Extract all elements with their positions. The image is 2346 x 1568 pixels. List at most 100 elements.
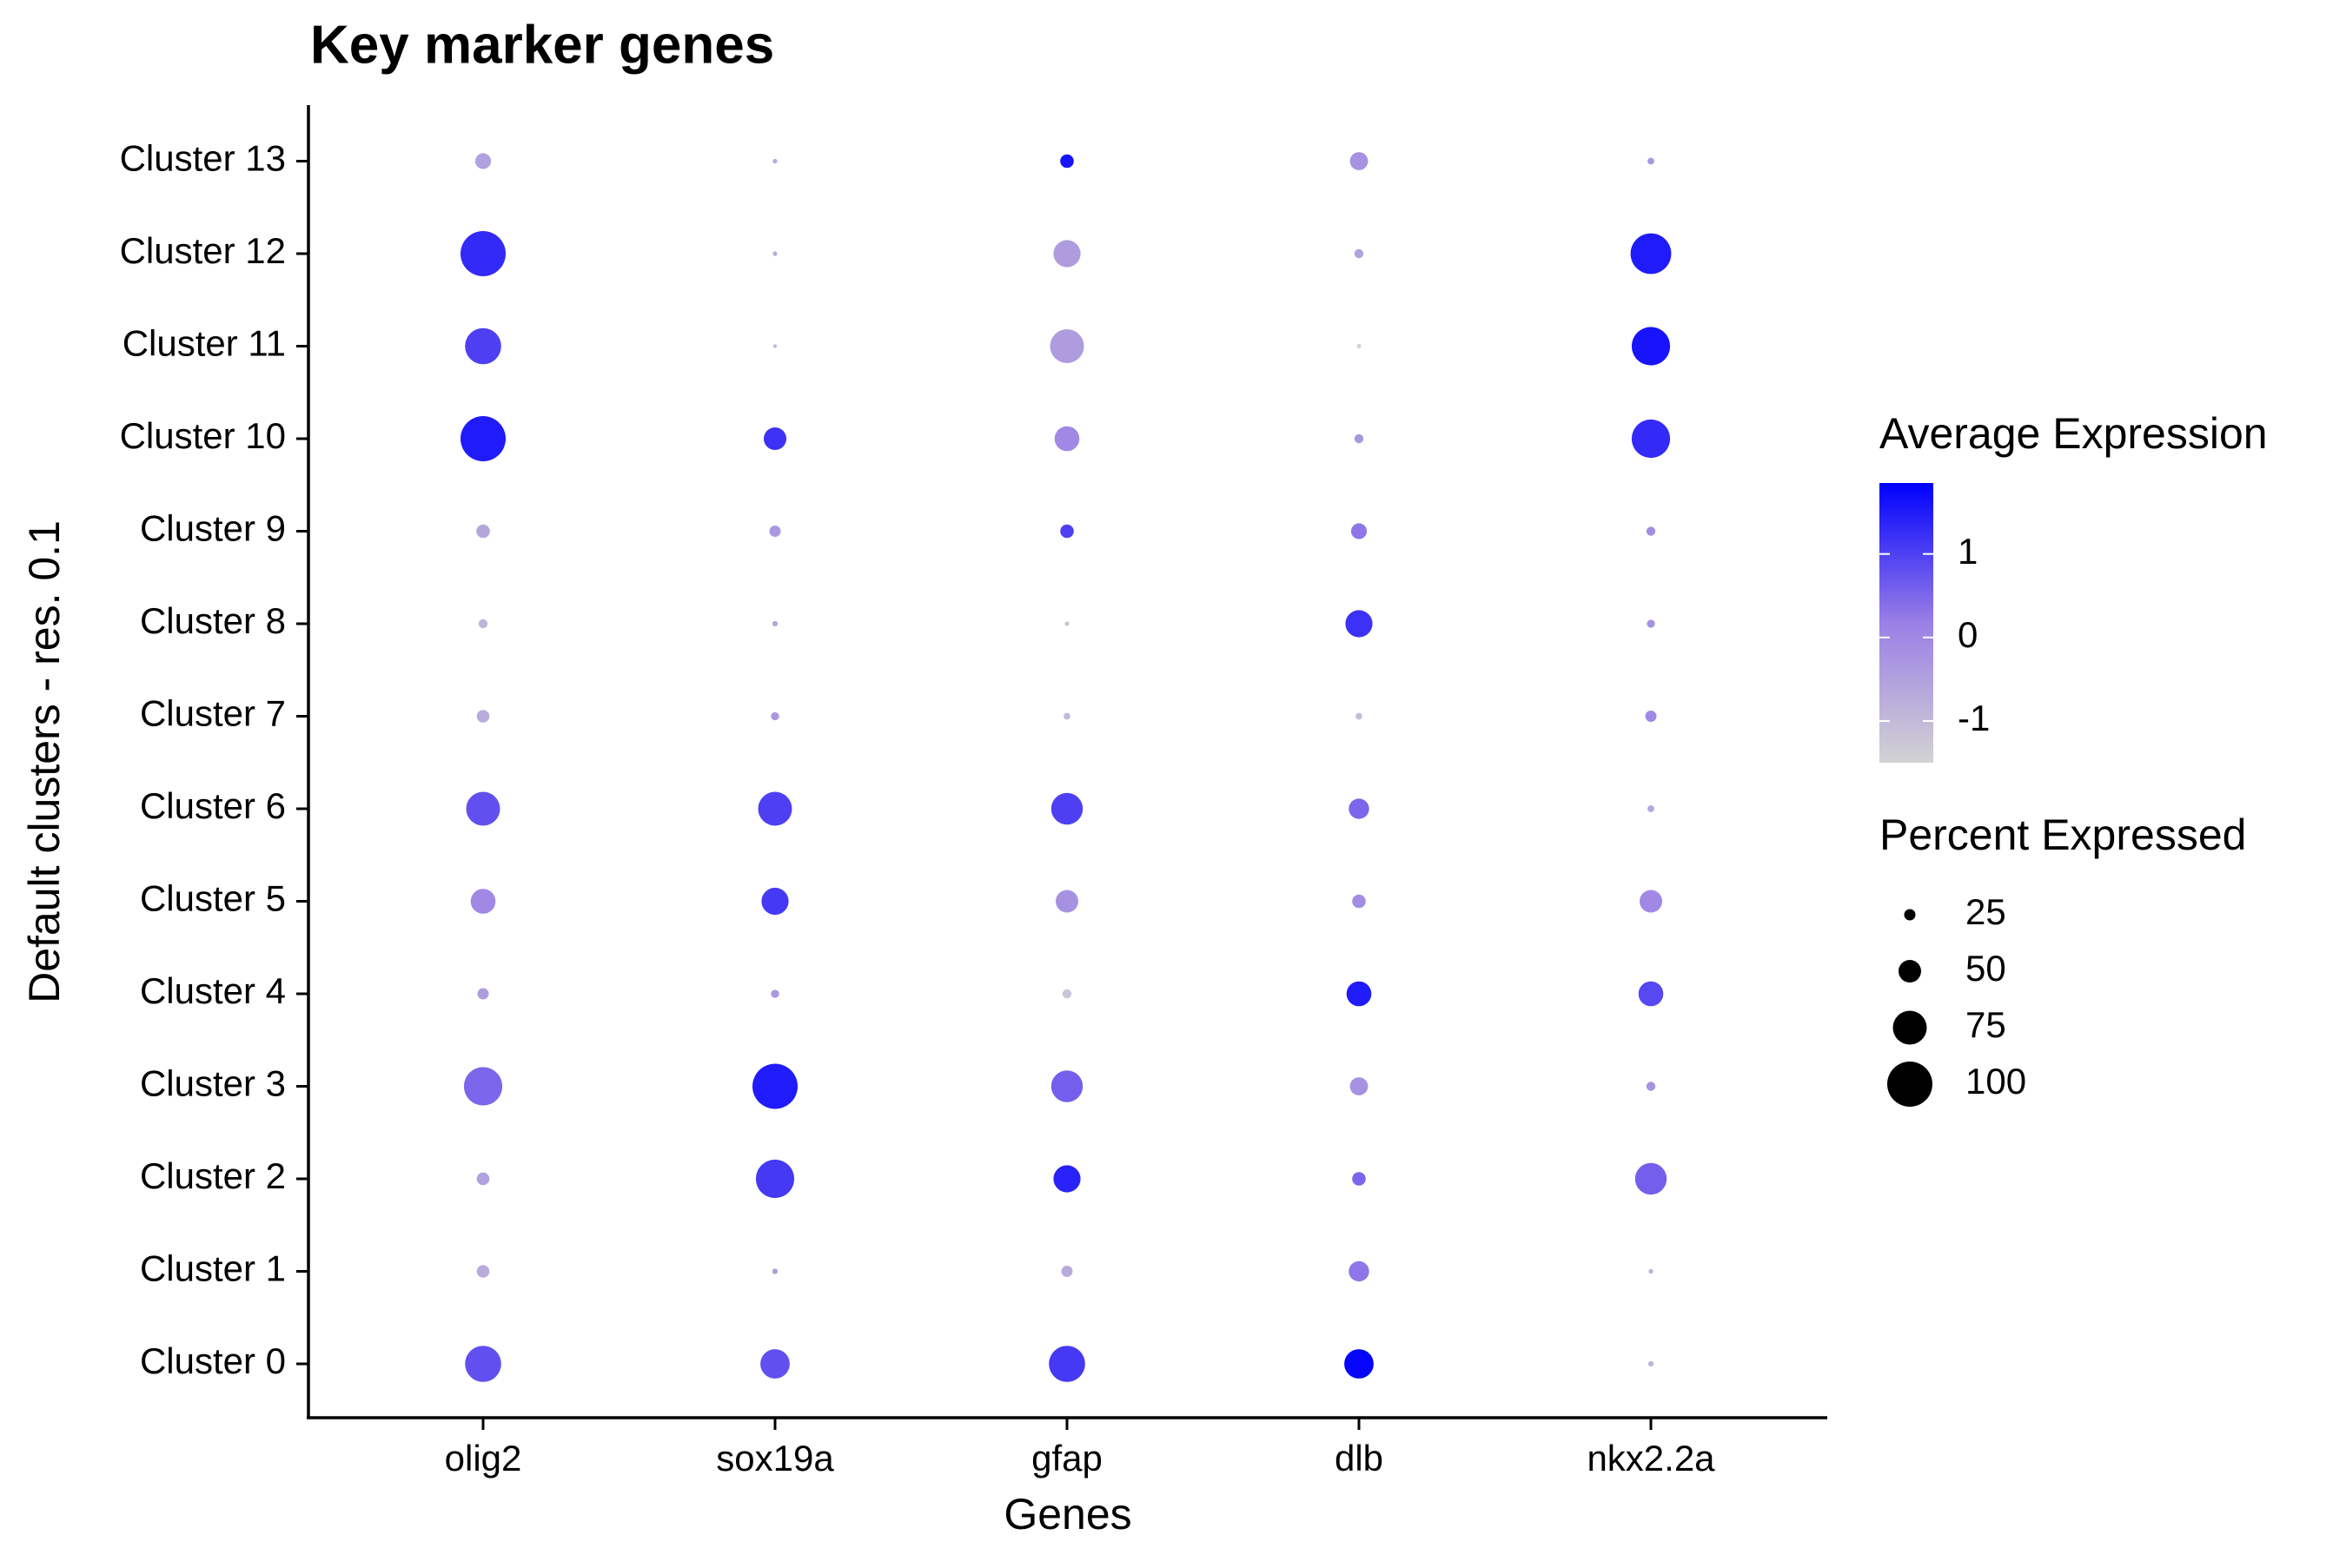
x-tick-label: gfap xyxy=(1031,1438,1103,1479)
dot xyxy=(761,887,789,916)
dot xyxy=(769,526,781,537)
dot xyxy=(1350,523,1368,539)
dot xyxy=(477,988,489,1000)
size-legend-dot xyxy=(1904,909,1916,921)
dot xyxy=(470,889,496,914)
dot xyxy=(1344,1349,1374,1379)
size-legend-dot xyxy=(1899,960,1921,982)
color-tick-label: -1 xyxy=(1958,698,1990,738)
y-tick-label: Cluster 0 xyxy=(140,1340,286,1381)
dot xyxy=(1054,426,1080,452)
y-tick-label: Cluster 5 xyxy=(140,878,286,919)
dot xyxy=(476,1265,490,1278)
y-tick-label: Cluster 7 xyxy=(140,693,286,734)
color-tick-label: 0 xyxy=(1958,614,1978,655)
dot xyxy=(1062,989,1072,999)
dot xyxy=(1050,329,1084,363)
y-tick-label: Cluster 4 xyxy=(140,970,286,1011)
size-legend-label: 25 xyxy=(1965,891,2006,932)
dot xyxy=(752,1063,798,1109)
dot xyxy=(476,524,490,539)
size-legend-dot xyxy=(1887,1062,1932,1107)
dot xyxy=(772,158,778,164)
dot xyxy=(1647,1360,1654,1367)
dot xyxy=(1354,248,1364,259)
dot xyxy=(1646,526,1656,536)
dot xyxy=(1646,1082,1656,1091)
dot xyxy=(1349,1077,1368,1095)
dot xyxy=(1631,419,1671,459)
dot xyxy=(1056,890,1078,913)
y-tick-label: Cluster 12 xyxy=(120,230,286,271)
dot xyxy=(466,791,500,826)
x-tick-label: olig2 xyxy=(445,1438,522,1479)
dot xyxy=(764,427,786,450)
x-tick-label: dlb xyxy=(1335,1438,1383,1479)
dot xyxy=(1638,981,1664,1007)
dot xyxy=(755,1159,795,1199)
dot xyxy=(1355,712,1362,720)
dot xyxy=(772,1268,779,1274)
dot xyxy=(1061,1266,1073,1277)
size-legend-label: 75 xyxy=(1965,1004,2006,1045)
y-tick-label: Cluster 2 xyxy=(140,1155,286,1196)
y-tick-label: Cluster 8 xyxy=(140,600,286,641)
dot xyxy=(1050,792,1084,825)
dot xyxy=(1345,610,1373,638)
y-tick-label: Cluster 1 xyxy=(140,1248,286,1289)
dot xyxy=(772,344,778,348)
size-legend-dot xyxy=(1892,1010,1927,1045)
dot xyxy=(760,1349,790,1379)
dot xyxy=(1349,152,1368,170)
dot xyxy=(1634,1162,1667,1195)
y-tick-label: Cluster 6 xyxy=(140,785,286,826)
dot xyxy=(1647,157,1654,165)
dot xyxy=(478,619,488,629)
dot xyxy=(474,153,492,169)
x-tick-label: sox19a xyxy=(716,1438,834,1479)
dot xyxy=(1352,1172,1366,1186)
dot xyxy=(465,1346,501,1382)
dot xyxy=(1053,240,1081,268)
dot xyxy=(1356,343,1362,349)
dot xyxy=(476,710,490,723)
dot xyxy=(1630,233,1672,275)
color-legend-title: Average Expression xyxy=(1879,409,2268,458)
dot xyxy=(1060,524,1074,539)
dot xyxy=(463,1067,503,1106)
y-axis-label: Default clusters - res. 0.1 xyxy=(20,520,69,1003)
color-tick-label: 1 xyxy=(1958,531,1978,572)
x-tick-label: nkx2.2a xyxy=(1587,1438,1715,1479)
dot xyxy=(772,251,778,256)
dot xyxy=(1647,805,1654,812)
dot xyxy=(772,620,779,627)
dot xyxy=(1049,1346,1085,1382)
dot xyxy=(1354,433,1364,444)
dot xyxy=(1050,1070,1084,1102)
y-tick-label: Cluster 13 xyxy=(120,138,286,179)
x-axis-label: Genes xyxy=(1004,1490,1131,1538)
dot xyxy=(465,327,501,365)
dot xyxy=(1648,1268,1653,1274)
dot xyxy=(1346,981,1372,1007)
dot xyxy=(1064,712,1070,720)
dot xyxy=(461,231,506,276)
dot xyxy=(461,416,506,461)
y-tick-label: Cluster 9 xyxy=(140,508,286,549)
dot xyxy=(1060,154,1074,169)
size-legend-title: Percent Expressed xyxy=(1879,810,2246,859)
dot xyxy=(1352,894,1366,909)
dot xyxy=(1631,327,1671,366)
y-tick-label: Cluster 10 xyxy=(120,415,286,456)
dot xyxy=(771,989,779,998)
dot xyxy=(1645,711,1657,722)
size-legend-label: 100 xyxy=(1965,1061,2026,1102)
dot xyxy=(1064,621,1070,626)
dot xyxy=(1647,619,1655,628)
dot xyxy=(771,711,779,721)
dot xyxy=(758,791,792,826)
dot xyxy=(1640,890,1662,913)
dot xyxy=(1349,1260,1369,1282)
size-legend-label: 50 xyxy=(1965,948,2006,989)
